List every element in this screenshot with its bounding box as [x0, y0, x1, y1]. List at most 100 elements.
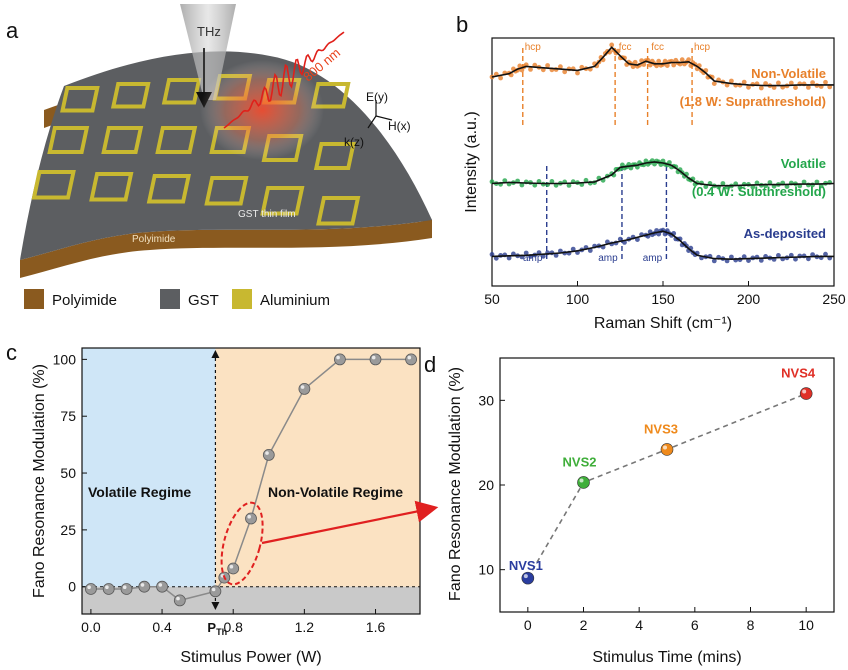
panel-c-point [405, 353, 418, 366]
panel-c-point-highlight [229, 564, 234, 569]
panel-d-point-label-nvs3: NVS3 [644, 421, 678, 436]
panel-b-volatile-point [549, 179, 555, 184]
panel-d-point-nvs3 [660, 443, 674, 456]
legend-swatch-polyimide [24, 289, 44, 309]
panel-b-asdeposited-point [729, 254, 734, 260]
panel-d-label: d [424, 352, 436, 377]
axis-h-label: H(x) [388, 119, 411, 133]
panel-b-series-note-nonvolatile: (1.8 W: Suprathreshold) [680, 94, 826, 109]
panel-c-ylabel: Fano Resonance Modulation (%) [31, 364, 48, 598]
panel-c-point [209, 585, 222, 598]
panel-b-asdeposited-point [776, 253, 781, 258]
panel-b-series-note-volatile: (0.4 W: Subthreshold) [692, 184, 826, 199]
panel-b-nonvolatile-point [664, 63, 670, 68]
panel-c-point [245, 512, 257, 525]
panel-b-phase-label: fcc [619, 42, 632, 53]
panel-d-xtick-label: 4 [635, 617, 643, 633]
panel-b-phase-label: amp [643, 253, 663, 264]
panel-b-nonvolatile-point [806, 85, 811, 90]
panel-b-nonvolatile-point [679, 57, 685, 63]
panel-d-point-shine [663, 445, 667, 450]
panel-b-nonvolatile-point [632, 59, 638, 65]
panel-d-frame [499, 357, 835, 613]
panel-c-threshold-arrow-bottom [211, 602, 220, 610]
aluminium-resonator [146, 174, 192, 204]
legend-label-gst: GST [188, 292, 219, 309]
panel-c-highlight-ellipse [220, 501, 264, 586]
aluminium-resonator [161, 78, 202, 105]
panel-c-volatile-region [82, 348, 216, 587]
panel-b-xtick-label: 250 [822, 291, 846, 307]
panel-b-nonvolatile-point [498, 75, 503, 81]
aluminium-resonator [313, 142, 356, 170]
panel-c-point-highlight [247, 514, 251, 519]
panel-b-ylabel: Intensity (a.u.) [463, 111, 480, 212]
thz-label: THz [197, 24, 221, 39]
panel-c-point [298, 382, 311, 395]
panel-d-point-shine [802, 389, 807, 394]
panel-b-phase-label: fcc [651, 42, 664, 53]
panel-b-series-name-nonvolatile: Non-Volatile [751, 66, 826, 81]
panel-c-point-highlight [158, 583, 163, 587]
panel-b-xtick-label: 100 [566, 291, 590, 307]
panel-c-ytick-label: 100 [53, 351, 77, 367]
panel-b-nonvolatile-point [793, 85, 798, 90]
panel-b-volatile-point [720, 181, 726, 186]
aluminium-resonator [47, 126, 90, 154]
panel-b-series-name-volatile: Volatile [781, 156, 826, 171]
panel-c-point-highlight [211, 587, 216, 592]
panel-b-nonvolatile-point [656, 58, 662, 64]
panel-c-threshold-arrow-top [211, 350, 220, 358]
panel-d-xtick-label: 8 [747, 617, 755, 633]
panel-d-xtick-label: 2 [580, 617, 588, 633]
axis-e-label: E(y) [366, 90, 388, 104]
panel-b-asdeposited-point [741, 254, 747, 260]
panel-c-point-highlight [176, 596, 180, 601]
panel-b-phase-label: amp [523, 253, 543, 264]
panel-c-point [173, 594, 186, 607]
panel-b-nonvolatile-point [686, 57, 691, 63]
panel-d-point-nvs1 [521, 571, 535, 585]
aluminium-resonator [110, 82, 151, 109]
panel-b-raman-chart: b 50 100 150 200 250 hcp fcc fcc hcp amp amp amp Non… [456, 12, 846, 332]
polyimide-front [20, 220, 432, 278]
panel-d-ytick-label: 30 [478, 392, 494, 408]
panel-b-volatile-point [737, 185, 743, 190]
panel-b-volatile-point [583, 177, 589, 183]
panel-b-nonvolatile-point [609, 42, 615, 48]
panel-d-xtick-label: 10 [798, 617, 814, 633]
panel-d-point-label-nvs2: NVS2 [563, 454, 597, 469]
panel-b-phase-label: hcp [694, 42, 711, 53]
laser-glow [200, 60, 324, 160]
panel-b-volatile-point [784, 184, 790, 190]
panel-b-xtick-label: 50 [484, 291, 500, 307]
panel-b-label: b [456, 12, 468, 37]
panel-c-point-highlight [371, 355, 376, 360]
panel-b-volatile-point [566, 183, 572, 188]
panel-d-point-nvs2 [577, 476, 590, 489]
panel-b-nonvolatile-point [711, 81, 717, 86]
panel-c-ytick-label: 50 [60, 465, 76, 481]
panel-c-point-highlight [265, 451, 269, 455]
legend-swatch-gst [160, 289, 180, 309]
panel-c-baseline-region [82, 586, 420, 614]
panel-b-volatile-point [814, 179, 820, 185]
panel-d-point-nvs4 [799, 387, 813, 400]
panel-a-illustration: a THz 800 nm E(y) H(x) k(z) GST thin fil… [6, 4, 432, 309]
panel-b-volatile-point [801, 179, 807, 185]
panel-b-series-name-asdeposited: As-deposited [744, 226, 826, 241]
panel-c-point-highlight [300, 385, 305, 389]
panel-b-asdeposited-point [758, 258, 764, 263]
panel-c-xtick-label: 0.8 [223, 619, 243, 635]
panel-c-point [120, 583, 133, 595]
panel-c-power-chart: c PTh Volatile Regime Non-Volatile Regime 0… [6, 340, 421, 666]
panel-c-label: c [6, 340, 17, 365]
panel-b-volatile-point [767, 180, 773, 185]
panel-b-xtick-label: 200 [737, 291, 761, 307]
panel-c-volatile-label: Volatile Regime [88, 484, 191, 500]
panel-b-nonvolatile-point [647, 62, 653, 68]
panel-b-asdeposited-point [553, 253, 559, 258]
panel-d-xtick-label: 6 [691, 617, 699, 633]
panel-c-point-highlight [87, 585, 91, 589]
panel-b-nonvolatile-point [729, 78, 734, 84]
